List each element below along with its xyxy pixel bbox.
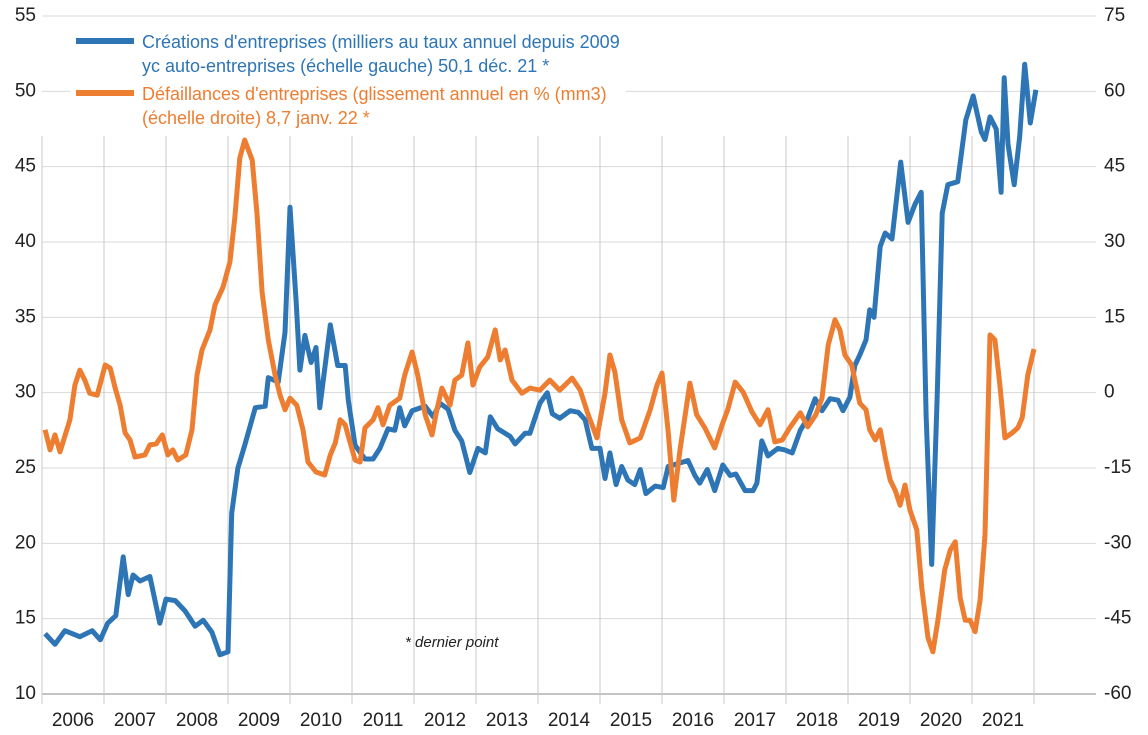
x-tick-label: 2008 bbox=[176, 710, 218, 731]
x-tick-label: 2011 bbox=[363, 710, 404, 731]
x-tick-label: 2009 bbox=[238, 710, 280, 731]
x-tick-label: 2007 bbox=[114, 710, 156, 731]
x-tick-label: 2019 bbox=[858, 710, 900, 731]
x-tick-label: 2018 bbox=[796, 710, 838, 731]
legend-entry: Créations d'entreprises (milliers au tau… bbox=[76, 30, 620, 78]
legend-label: Créations d'entreprises (milliers au tau… bbox=[142, 32, 620, 76]
y-tick-label: 25 bbox=[15, 457, 36, 478]
x-tick-label: 2020 bbox=[920, 710, 962, 731]
y2-tick-label: 15 bbox=[1104, 306, 1125, 327]
legend-entry: Défaillances d'entreprises (glissement a… bbox=[76, 82, 620, 130]
y-tick-label: 35 bbox=[15, 306, 36, 327]
x-tick-label: 2010 bbox=[300, 710, 342, 731]
y-tick-label: 30 bbox=[15, 382, 36, 403]
y-tick-label: 10 bbox=[15, 683, 36, 704]
y2-tick-label: -60 bbox=[1104, 683, 1131, 704]
y2-tick-label: 30 bbox=[1104, 231, 1125, 252]
y2-tick-label: -15 bbox=[1104, 457, 1131, 478]
legend-label: Défaillances d'entreprises (glissement a… bbox=[142, 84, 607, 128]
y2-tick-label: -45 bbox=[1104, 608, 1131, 629]
y-tick-label: 50 bbox=[15, 80, 36, 101]
y2-tick-label: 60 bbox=[1104, 80, 1125, 101]
y-tick-label: 15 bbox=[15, 608, 36, 629]
x-tick-label: 2006 bbox=[52, 710, 94, 731]
x-tick-label: 2016 bbox=[672, 710, 714, 731]
y2-tick-label: 75 bbox=[1104, 5, 1125, 26]
x-tick-label: 2017 bbox=[734, 710, 776, 731]
y2-tick-label: 45 bbox=[1104, 156, 1125, 177]
annotation: * dernier point bbox=[405, 634, 499, 651]
x-tick-label: 2021 bbox=[982, 710, 1024, 731]
y-tick-label: 20 bbox=[15, 532, 36, 553]
legend-swatch bbox=[76, 90, 134, 96]
x-tick-label: 2015 bbox=[610, 710, 652, 731]
y-tick-label: 40 bbox=[15, 231, 36, 252]
x-tick-label: 2014 bbox=[548, 710, 591, 731]
legend-swatch bbox=[76, 38, 134, 44]
x-tick-label: 2013 bbox=[486, 710, 528, 731]
x-tick-label: 2012 bbox=[424, 710, 466, 731]
series-line bbox=[43, 61, 1039, 658]
series-line bbox=[42, 137, 1037, 655]
y2-tick-label: -30 bbox=[1104, 532, 1131, 553]
y-tick-label: 55 bbox=[15, 5, 36, 26]
y-tick-label: 45 bbox=[15, 156, 36, 177]
y2-tick-label: 0 bbox=[1104, 382, 1115, 403]
legend: Créations d'entreprises (milliers au tau… bbox=[70, 28, 626, 136]
